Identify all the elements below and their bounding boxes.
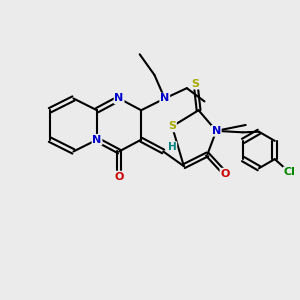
Text: N: N [160, 94, 169, 103]
Text: O: O [114, 172, 124, 182]
Text: O: O [220, 169, 230, 178]
Text: N: N [212, 126, 221, 136]
Text: H: H [168, 142, 176, 152]
Text: N: N [92, 135, 102, 145]
Text: N: N [115, 94, 124, 103]
Text: S: S [168, 122, 176, 131]
Text: S: S [192, 79, 200, 89]
Text: Cl: Cl [284, 167, 296, 177]
